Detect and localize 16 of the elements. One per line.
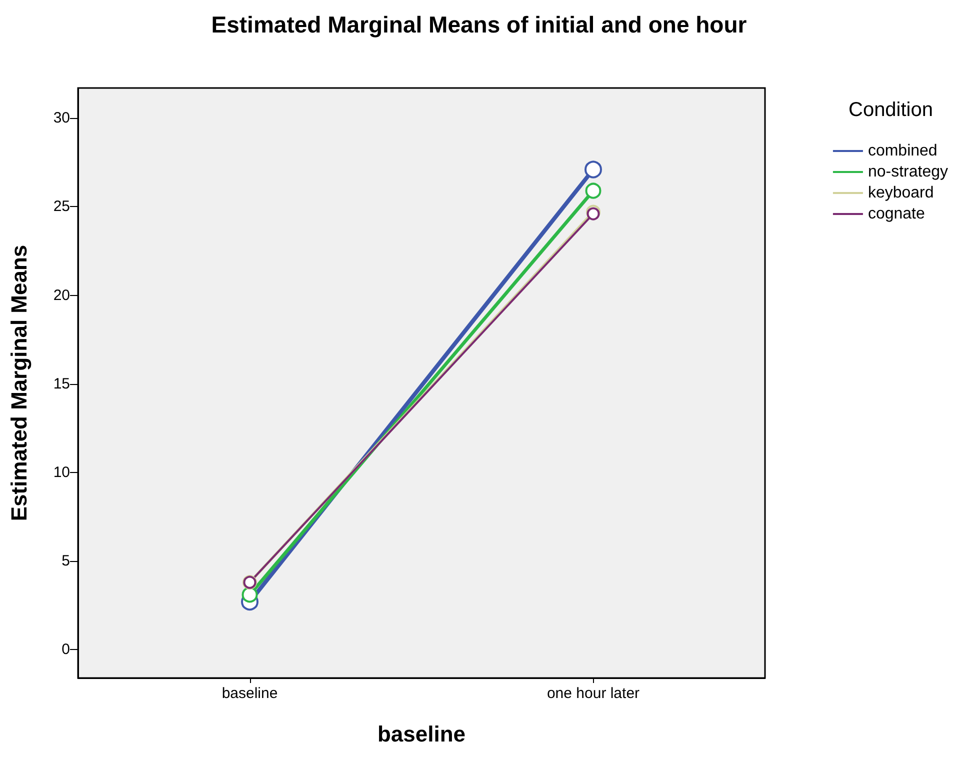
legend-label: combined <box>868 142 938 160</box>
legend-title: Condition <box>848 99 934 121</box>
y-tick-label: 25 <box>53 198 70 216</box>
legend-label: cognate <box>868 206 925 222</box>
y-tick-label: 5 <box>62 552 70 570</box>
x-axis-title: baseline <box>377 722 466 746</box>
y-tick-label: 20 <box>53 286 70 304</box>
x-tick-label: one hour later <box>546 685 640 702</box>
y-tick-label: 15 <box>53 375 70 392</box>
y-tick-label: 30 <box>53 110 70 127</box>
y-axis-title: Estimated Marginal Means <box>6 244 32 522</box>
legend-label: keyboard <box>868 184 934 202</box>
y-tick-label: 10 <box>53 464 70 481</box>
y-tick-label: 0 <box>62 641 70 658</box>
legend-label: no-strategy <box>868 164 948 180</box>
chart-title: Estimated Marginal Means of initial and one hour <box>211 12 747 38</box>
